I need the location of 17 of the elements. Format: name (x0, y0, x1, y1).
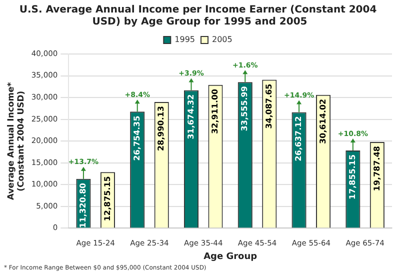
data-label: 33,555.99 (240, 86, 250, 132)
chart-title: U.S. Average Annual Income per Income Earner (Constant 2004 USD) by Age Group for 1995 and 2005 (19, 4, 377, 28)
y-axis-title: Average Annual Income* (Constant 2004 USD) (6, 82, 27, 200)
x-axis-title: Age Group (204, 252, 258, 262)
data-label: 26,637.12 (294, 116, 304, 162)
data-label: 12,875.15 (102, 176, 112, 222)
data-label: 30,614.02 (318, 98, 328, 144)
legend-label: 2005 (212, 35, 232, 44)
data-label: 28,990.13 (156, 106, 166, 151)
data-label: 31,674.32 (186, 94, 196, 140)
data-label: 34,087.65 (264, 83, 274, 129)
data-label: 32,911.00 (210, 88, 220, 134)
data-label: 17,855.15 (348, 154, 358, 200)
data-label: 26,754.35 (132, 115, 142, 161)
data-label: 19,787.48 (372, 146, 382, 192)
legend-label: 1995 (174, 35, 195, 44)
data-label: 11,320.80 (78, 182, 88, 228)
